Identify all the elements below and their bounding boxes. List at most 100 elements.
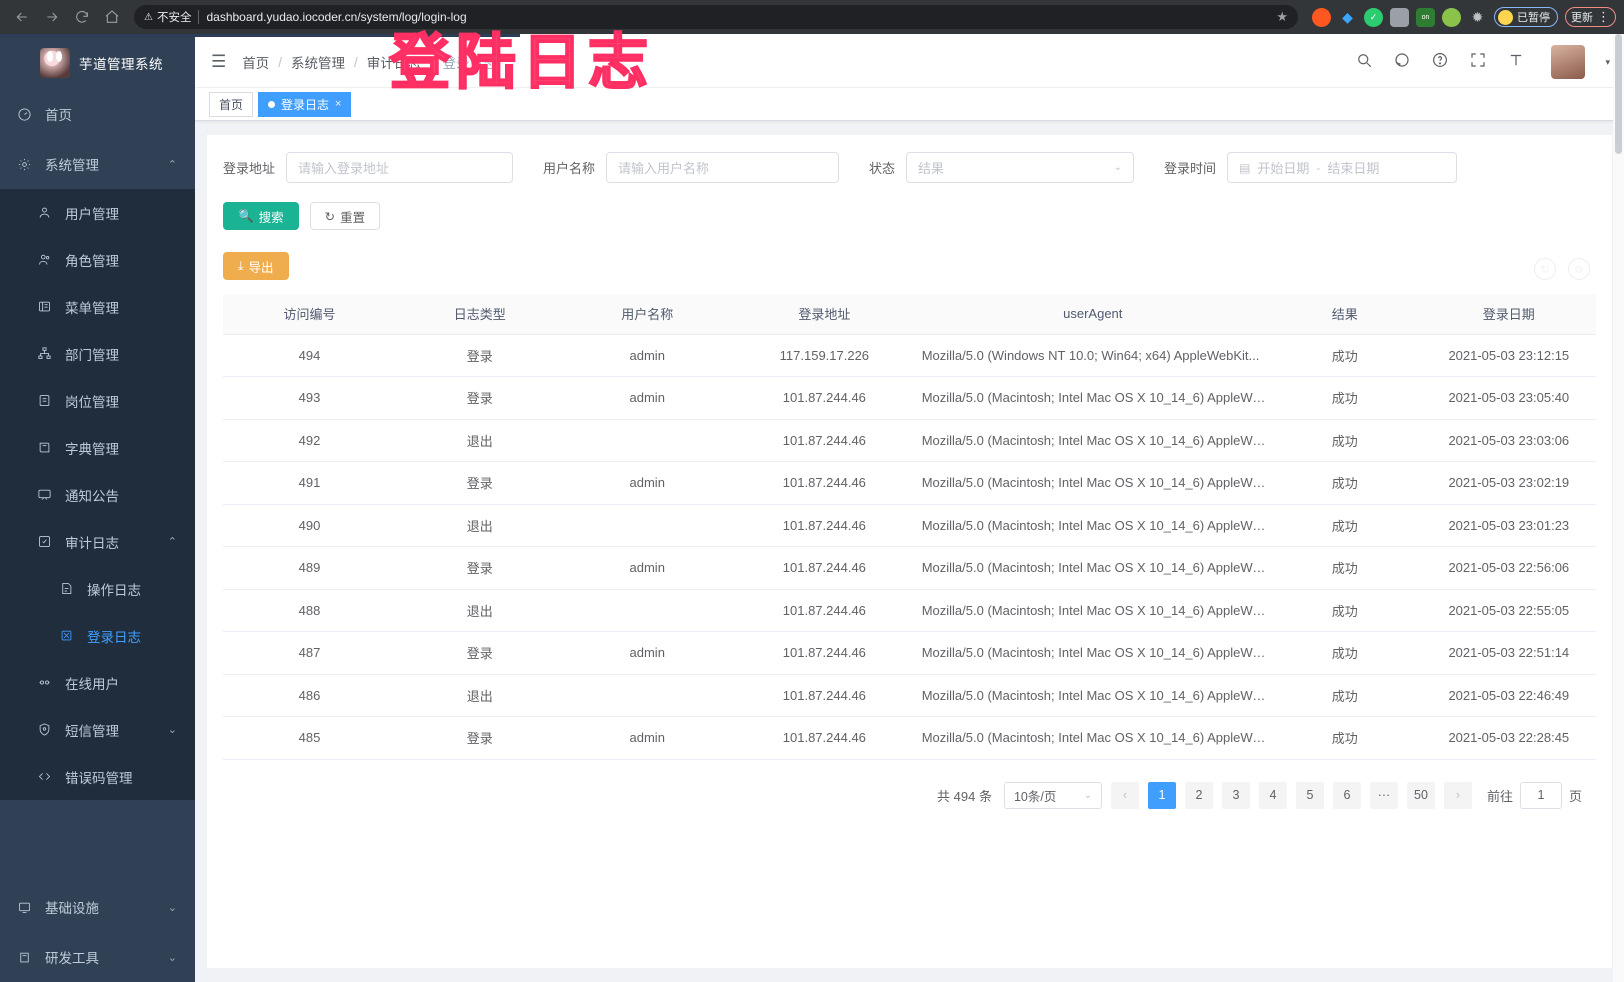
refresh-icon[interactable]: ↻ [1534,258,1556,280]
pagination-page-1[interactable]: 1 [1147,781,1176,809]
back-arrow-icon[interactable] [8,3,36,31]
github-icon[interactable] [1393,51,1411,74]
sidebar-logo[interactable]: 芋道管理系统 [0,37,195,89]
extension-blue-badge-icon[interactable] [1390,7,1409,27]
table-row[interactable]: 487 登录 admin 101.87.244.46 Mozilla/5.0 (… [223,631,1596,675]
login-address-input[interactable]: 请输入登录地址 [286,152,514,183]
sidebar-item-posts[interactable]: 岗位管理 [0,377,195,424]
sidebar-item-audit-log[interactable]: 审计日志 ⌃ [0,518,195,565]
sidebar-item-users[interactable]: 用户管理 [0,189,195,236]
breadcrumb-item-system[interactable]: 系统管理 [291,56,346,71]
breadcrumb-item-home[interactable]: 首页 [242,56,270,71]
search-button[interactable]: 🔍 搜索 [223,202,299,230]
bookmark-star-icon[interactable]: ★ [1276,9,1288,24]
status-select-value: 结果 [918,161,945,176]
cell-type: 退出 [395,419,564,462]
status-select[interactable]: 结果 ⌄ [906,152,1135,183]
login-log-table: 访问编号 日志类型 用户名称 登录地址 userAgent 结果 登录日期 49… [223,294,1596,760]
chevron-down-icon: ⌄ [167,901,177,914]
extension-diamond-icon[interactable]: ◆ [1342,8,1353,25]
security-label: 不安全 [156,12,192,24]
chevron-down-icon[interactable]: ▾ [1605,56,1610,67]
extension-puzzle-icon[interactable]: ✹ [1471,8,1484,25]
extension-green-check-icon[interactable]: ✓ [1364,7,1383,27]
cell-result: 成功 [1267,376,1422,420]
pagination-ellipsis[interactable]: ··· [1369,781,1398,809]
scrollbar-thumb[interactable] [1615,34,1622,154]
cell-result: 成功 [1267,716,1422,760]
tool-icon [16,950,32,965]
login-time-daterange[interactable]: ▤ 开始日期 - 结束日期 [1227,152,1458,183]
sidebar-item-label: 首页 [45,108,72,123]
fullscreen-icon[interactable] [1469,51,1487,74]
goto-page-input[interactable]: 1 [1519,781,1562,809]
view-tab-home[interactable]: 首页 [209,91,254,117]
table-row[interactable]: 494 登录 admin 117.159.17.226 Mozilla/5.0 … [223,334,1596,377]
omnibox-divider [198,10,200,24]
table-row[interactable]: 492 退出 101.87.244.46 Mozilla/5.0 (Macint… [223,419,1596,462]
address-bar[interactable]: ⚠ 不安全 dashboard.yudao.iocoder.cn/system/… [134,5,1298,29]
cell-username [563,589,731,632]
pagination-prev-button[interactable]: ‹ [1110,781,1139,809]
username-input[interactable]: 请输入用户名称 [606,152,840,183]
extension-leaf-icon[interactable] [1442,7,1461,27]
page-size-select[interactable]: 10条/页 ⌄ [1003,781,1102,809]
extension-orange-icon[interactable] [1312,7,1331,27]
sidebar-item-dictionary[interactable]: 字典管理 [0,424,195,471]
pagination-total: 共 494 条 [937,788,992,804]
sidebar-item-sms[interactable]: 短信管理 ⌄ [0,706,195,753]
export-button[interactable]: ⤓ 导出 [223,252,289,280]
forward-arrow-icon[interactable] [38,3,66,31]
sidebar-item-error-code[interactable]: 错误码管理 [0,753,195,800]
page-scrollbar[interactable] [1613,34,1624,982]
pagination-page-4[interactable]: 4 [1258,781,1287,809]
browser-menu-icon[interactable]: ⋮ [1597,9,1610,24]
table-row[interactable]: 490 退出 101.87.244.46 Mozilla/5.0 (Macint… [223,504,1596,547]
table-row[interactable]: 488 退出 101.87.244.46 Mozilla/5.0 (Macint… [223,589,1596,632]
extension-on-icon[interactable]: on [1416,7,1435,27]
sidebar-item-dev-tools[interactable]: 研发工具 ⌄ [0,932,195,982]
pagination-page-5[interactable]: 5 [1295,781,1324,809]
sidebar-item-notice[interactable]: 通知公告 [0,471,195,518]
view-tab-login-log[interactable]: 登录日志 × [258,91,352,117]
sidebar-item-menus[interactable]: 菜单管理 [0,283,195,330]
sidebar-item-system[interactable]: 系统管理 ⌃ [0,139,195,189]
operation-log-icon [58,581,74,596]
update-button[interactable]: 更新 ⋮ [1565,7,1616,27]
search-icon[interactable] [1355,51,1373,74]
hamburger-icon[interactable]: ☰ [211,52,227,71]
sidebar-item-departments[interactable]: 部门管理 [0,330,195,377]
sidebar-item-roles[interactable]: 角色管理 [0,236,195,283]
cell-result: 成功 [1267,461,1422,505]
home-icon[interactable] [98,3,126,31]
pagination-page-50[interactable]: 50 [1406,781,1435,809]
pagination-page-3[interactable]: 3 [1221,781,1250,809]
help-icon[interactable] [1431,51,1449,74]
sidebar-item-home[interactable]: 首页 [0,89,195,139]
cell-ip: 101.87.244.46 [730,546,918,590]
sidebar-item-login-log[interactable]: 登录日志 [0,612,195,659]
table-row[interactable]: 491 登录 admin 101.87.244.46 Mozilla/5.0 (… [223,461,1596,505]
table-row[interactable]: 486 退出 101.87.244.46 Mozilla/5.0 (Macint… [223,674,1596,717]
close-icon[interactable]: × [335,98,342,110]
reload-icon[interactable] [68,3,96,31]
field-login-address: 登录地址 请输入登录地址 [223,152,514,183]
breadcrumb-item-audit[interactable]: 审计日志 [366,56,421,71]
sidebar-item-infrastructure[interactable]: 基础设施 ⌄ [0,882,195,932]
font-size-icon[interactable] [1507,51,1525,74]
avatar[interactable] [1551,45,1586,79]
sidebar-item-online-users[interactable]: 在线用户 [0,659,195,706]
pagination-page-2[interactable]: 2 [1184,781,1213,809]
paused-status-pill[interactable]: 已暂停 [1494,7,1558,27]
table-row[interactable]: 485 登录 admin 101.87.244.46 Mozilla/5.0 (… [223,716,1596,760]
column-settings-icon[interactable]: ⚙ [1568,258,1590,280]
pagination-next-button[interactable]: › [1443,781,1472,809]
pagination-page-6[interactable]: 6 [1332,781,1361,809]
cell-type: 登录 [395,376,564,420]
sidebar-item-operation-log[interactable]: 操作日志 [0,565,195,612]
page-content: 登录地址 请输入登录地址 用户名称 请输入用户名称 状态 结果 ⌄ [195,121,1624,982]
cell-username: admin [563,461,731,505]
reset-button[interactable]: ↻ 重置 [309,202,381,230]
table-row[interactable]: 493 登录 admin 101.87.244.46 Mozilla/5.0 (… [223,376,1596,420]
table-row[interactable]: 489 登录 admin 101.87.244.46 Mozilla/5.0 (… [223,546,1596,590]
